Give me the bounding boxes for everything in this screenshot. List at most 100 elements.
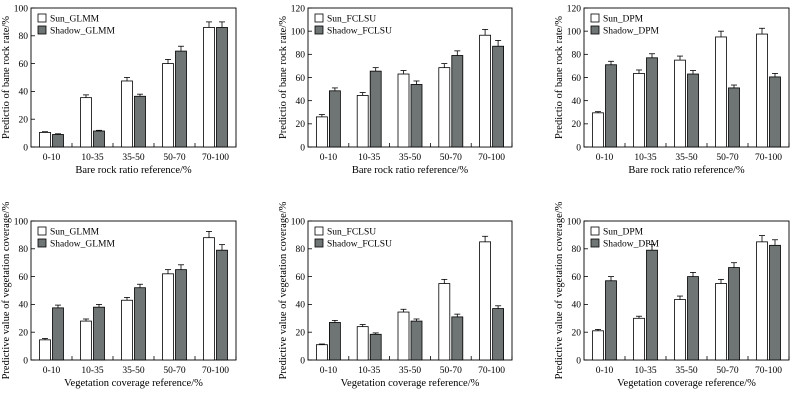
y-tick-label: 0 <box>300 143 305 153</box>
legend-swatch <box>590 13 600 23</box>
legend-swatch <box>314 13 324 23</box>
bar-sun-glmm <box>203 27 215 148</box>
legend-label: Shadow_DPM <box>603 240 660 250</box>
x-tick-label: 35-50 <box>399 366 421 376</box>
x-tick-label: 50-70 <box>716 366 738 376</box>
y-axis-label: Predictive value of vegetation coverage/… <box>554 201 565 379</box>
bar-shadow-dpm <box>646 249 658 361</box>
y-tick-label: 20 <box>19 329 29 339</box>
y-tick-label: 80 <box>19 245 29 255</box>
y-axis-label: Predictive value of vegetation coverage/… <box>1 201 12 379</box>
x-tick-label: 0-10 <box>43 366 61 376</box>
legend-label: Sun_GLMM <box>50 15 100 25</box>
y-tick-label: 40 <box>296 301 306 311</box>
plot-frame <box>583 220 790 361</box>
y-tick-label: 100 <box>291 27 306 37</box>
y-tick-label: 40 <box>296 97 306 107</box>
y-tick-label: 120 <box>291 4 306 14</box>
x-tick-label: 70-100 <box>755 153 782 163</box>
bar-sun-dpm <box>715 36 727 148</box>
x-tick-label: 10-35 <box>634 366 656 376</box>
bar-sun-fclsu <box>356 326 369 361</box>
bar-sun-dpm <box>715 283 727 361</box>
y-tick-label: 0 <box>576 143 581 153</box>
legend-swatch <box>37 25 47 35</box>
bar-sun-fclsu <box>315 116 328 148</box>
x-tick-label: 0-10 <box>320 366 338 376</box>
y-tick-label: 60 <box>572 273 582 283</box>
legend-label: Sun_GLMM <box>50 228 100 238</box>
x-tick-label: 0-10 <box>596 153 614 163</box>
y-tick-label: 120 <box>567 4 582 14</box>
legend-label: Sun_FCLSU <box>327 228 376 238</box>
bar-shadow-dpm <box>687 276 699 361</box>
legend-swatch <box>590 25 600 35</box>
legend-label: Shadow_FCLSU <box>327 27 392 37</box>
y-axis-label: Predictio of bane rock rate/% <box>1 16 12 139</box>
bar-sun-fclsu <box>397 73 410 148</box>
bar-shadow-fclsu <box>369 70 382 148</box>
x-tick-label: 70-100 <box>202 153 229 163</box>
x-tick-label: 50-70 <box>716 153 738 163</box>
bar-shadow-dpm <box>687 73 699 148</box>
bar-sun-dpm <box>756 33 768 148</box>
bar-shadow-fclsu <box>410 320 423 361</box>
x-tick-label: 50-70 <box>163 153 185 163</box>
legend-label: Shadow_DPM <box>603 27 660 37</box>
bar-shadow-fclsu <box>410 84 423 148</box>
x-axis-label: Bare rock ratio reference/% <box>75 165 192 176</box>
bar-shadow-fclsu <box>328 90 341 148</box>
x-tick-label: 35-50 <box>675 366 697 376</box>
bar-shadow-glmm <box>175 269 187 361</box>
y-tick-label: 0 <box>300 356 305 366</box>
y-tick-label: 100 <box>567 217 582 227</box>
y-tick-label: 0 <box>23 356 28 366</box>
bar-sun-glmm <box>203 237 215 361</box>
legend-label: Sun_DPM <box>603 228 644 238</box>
bar-sun-dpm <box>674 59 686 148</box>
x-tick-label: 10-35 <box>358 366 380 376</box>
bar-sun-glmm <box>162 63 174 148</box>
bar-sun-glmm <box>39 132 51 148</box>
y-tick-label: 100 <box>14 217 29 227</box>
chart-4: 0 20 40 60 80 100 0-10 10-35 35-50 50-70 70-100 Sun… <box>1 201 237 389</box>
legend-swatch <box>590 226 600 236</box>
x-axis-label: Bare rock ratio reference/% <box>628 165 745 176</box>
bar-sun-fclsu <box>397 311 410 361</box>
y-axis-label: Predictio of bane rock rate/% <box>278 16 289 139</box>
x-tick-label: 0-10 <box>43 153 61 163</box>
bar-shadow-dpm <box>646 57 658 148</box>
y-tick-label: 60 <box>296 74 306 84</box>
bar-sun-glmm <box>162 273 174 361</box>
bar-shadow-fclsu <box>451 316 464 361</box>
bar-shadow-fclsu <box>369 333 382 361</box>
legend-swatch <box>314 25 324 35</box>
x-tick-label: 0-10 <box>596 366 614 376</box>
bar-shadow-dpm <box>728 267 740 361</box>
bar-shadow-glmm <box>52 134 64 148</box>
y-tick-label: 20 <box>572 329 582 339</box>
bar-sun-fclsu <box>438 67 451 148</box>
bar-sun-dpm <box>592 330 604 361</box>
x-axis-label: Vegetation coverage reference/% <box>617 378 756 389</box>
bar-shadow-dpm <box>728 87 740 148</box>
bar-sun-fclsu <box>479 241 492 361</box>
legend-label: Sun_FCLSU <box>327 15 376 25</box>
chart-6: 0 20 40 60 80 100 0-10 10-35 35-50 50-70 70-100 Sun… <box>554 201 790 389</box>
legend-label: Sun_DPM <box>603 15 644 25</box>
x-tick-label: 35-50 <box>675 153 697 163</box>
y-tick-label: 100 <box>567 27 582 37</box>
y-tick-label: 100 <box>291 217 306 227</box>
bar-sun-glmm <box>121 80 133 148</box>
x-axis-label: Bare rock ratio reference/% <box>352 165 469 176</box>
y-tick-label: 40 <box>19 301 29 311</box>
x-tick-label: 50-70 <box>163 366 185 376</box>
y-tick-label: 60 <box>19 273 29 283</box>
x-tick-label: 70-100 <box>478 153 505 163</box>
bar-sun-glmm <box>39 339 51 361</box>
bar-sun-fclsu <box>356 95 369 148</box>
chart-2: 0 20 40 60 80 100 120 0-10 10-35 35-50 50-70 70-100… <box>278 4 513 176</box>
bar-shadow-glmm <box>93 306 105 361</box>
x-tick-label: 10-35 <box>81 366 103 376</box>
